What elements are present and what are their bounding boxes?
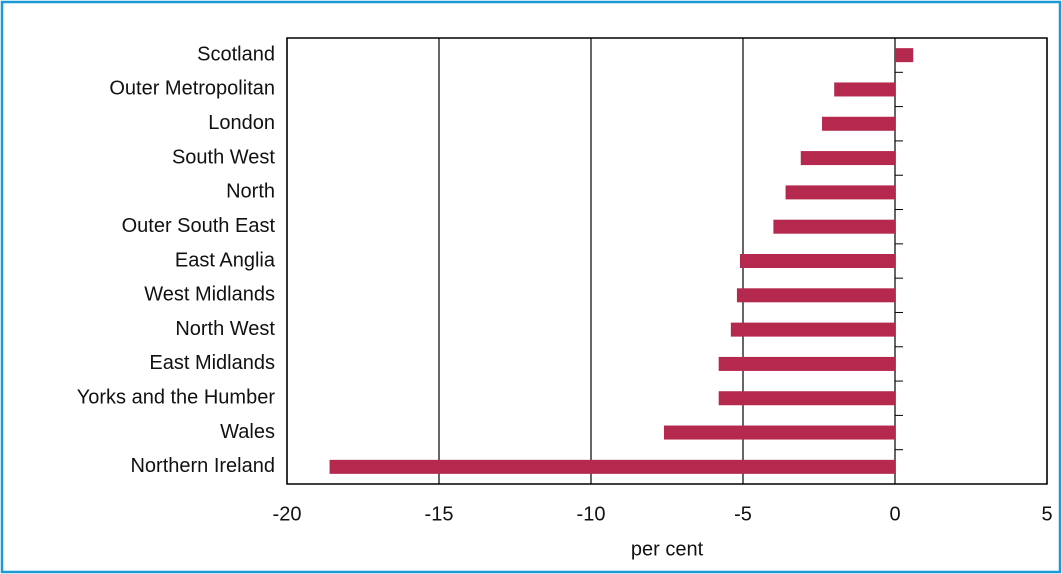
x-tick-label: 5	[1041, 503, 1052, 525]
x-tick-label: -20	[273, 503, 302, 525]
bar	[736, 288, 895, 303]
y-tick-label: North West	[175, 318, 275, 340]
y-tick-label: Outer Metropolitan	[109, 78, 275, 100]
bar	[834, 82, 895, 97]
x-tick-label: -10	[577, 503, 606, 525]
y-tick-label: South West	[172, 146, 275, 168]
bar	[730, 322, 895, 337]
y-tick-label: London	[208, 112, 275, 134]
bar	[718, 391, 895, 406]
y-tick-label: Outer South East	[122, 215, 276, 237]
x-tick-label: -5	[734, 503, 752, 525]
bar	[822, 116, 895, 131]
y-tick-label: East Midlands	[149, 352, 275, 374]
x-tick-label: 0	[889, 503, 900, 525]
y-tick-label: Yorks and the Humber	[77, 387, 276, 409]
y-tick-label: East Anglia	[175, 249, 276, 271]
bar	[785, 185, 895, 200]
bar	[718, 356, 895, 371]
bar	[773, 219, 895, 234]
y-tick-label: West Midlands	[144, 284, 275, 306]
y-tick-label: Northern Ireland	[130, 455, 275, 477]
x-axis-label: per cent	[631, 538, 704, 560]
y-tick-label: North	[226, 181, 275, 203]
bar	[329, 459, 895, 474]
plot-border	[286, 37, 1048, 485]
bar	[895, 48, 914, 63]
y-tick-label: Wales	[220, 421, 275, 443]
x-tick-label: -15	[425, 503, 454, 525]
bar	[739, 254, 895, 268]
y-tick-label: Scotland	[197, 43, 275, 65]
bar	[663, 425, 895, 440]
bar	[800, 151, 895, 166]
